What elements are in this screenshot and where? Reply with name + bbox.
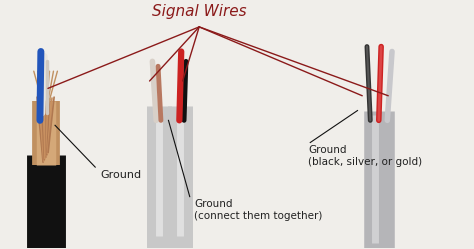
Text: Ground
(black, silver, or gold): Ground (black, silver, or gold) xyxy=(308,145,422,167)
Text: Signal Wires: Signal Wires xyxy=(152,4,246,19)
Text: Ground
(connect them together): Ground (connect them together) xyxy=(194,199,323,221)
Text: Ground: Ground xyxy=(100,170,141,180)
